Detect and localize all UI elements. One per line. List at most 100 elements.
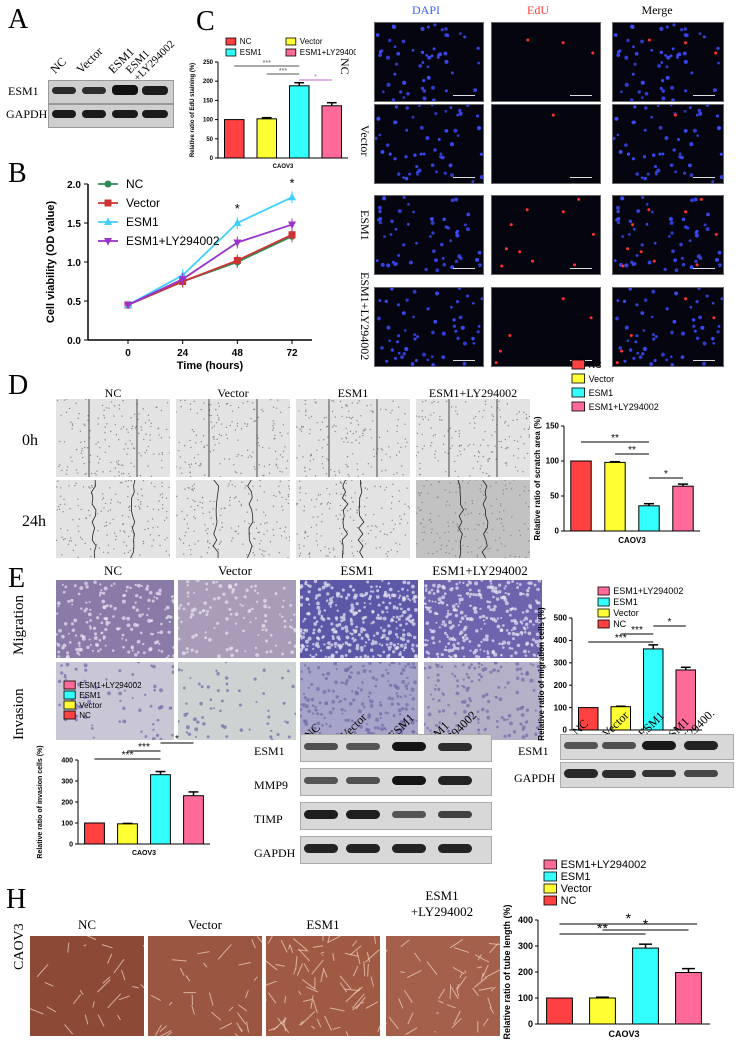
y-tick-label: 200 <box>554 681 568 690</box>
column-label: Vector <box>217 386 249 400</box>
y-tick-label: 200 <box>518 967 533 977</box>
data-point <box>233 239 242 247</box>
texture <box>386 938 500 1035</box>
texture <box>424 580 542 658</box>
blot-band <box>304 743 338 750</box>
blot-band <box>304 844 338 853</box>
bar <box>546 997 573 1025</box>
y-tick-label: 0.0 <box>67 336 81 347</box>
significance-mark: * <box>314 74 317 81</box>
micrograph <box>148 936 262 1036</box>
micrograph <box>178 580 296 658</box>
y-tick-label: 50 <box>206 137 213 143</box>
blot-band <box>602 742 636 749</box>
bar <box>675 669 696 731</box>
blot-band <box>52 87 76 94</box>
blot-band <box>392 811 426 818</box>
texture <box>56 399 170 477</box>
legend-label: ESM1 <box>561 871 591 883</box>
micrograph <box>300 580 418 658</box>
legend-swatch <box>63 710 76 720</box>
column-label-merge: Merge <box>641 3 673 17</box>
micrograph <box>424 580 542 658</box>
significance-mark: * <box>626 910 632 926</box>
y-tick-label: 250 <box>203 60 214 66</box>
data-point <box>124 301 132 310</box>
row-label: ESM1 <box>518 744 549 758</box>
micrograph <box>176 399 290 477</box>
legend-label: ESM1+LY294002 <box>561 859 647 871</box>
y-tick-label: 200 <box>61 799 73 806</box>
fluorescence-image <box>612 104 724 184</box>
micrograph <box>56 399 170 477</box>
series-line <box>127 223 293 306</box>
blot-band <box>304 777 338 784</box>
data-point <box>288 231 296 239</box>
fluorescence-image <box>374 22 484 102</box>
significance-mark: *** <box>631 625 643 636</box>
texture <box>150 936 262 1036</box>
cell-dots <box>526 38 595 55</box>
y-tick-label: 2.0 <box>67 180 81 191</box>
panel-label-d: D <box>8 370 29 401</box>
legend-swatch <box>543 859 558 870</box>
cell-dots <box>494 297 593 365</box>
blot-band <box>564 742 598 749</box>
y-axis-label: Relative ratio of invasion cells (%) <box>37 745 44 858</box>
y-tick-label: 0.5 <box>67 297 81 308</box>
bar <box>589 997 616 1025</box>
texture <box>300 580 418 658</box>
legend-label: Vector <box>613 608 639 618</box>
fluorescence-image <box>491 287 601 367</box>
significance-mark: *** <box>615 633 627 644</box>
legend-swatch <box>225 37 237 46</box>
blot-band <box>346 810 380 819</box>
blot-band <box>142 110 168 118</box>
scale-bar <box>570 177 592 178</box>
y-tick-label: 400 <box>518 915 533 925</box>
series-line <box>127 196 293 306</box>
texture <box>296 399 408 477</box>
legend-label: ESM1 <box>126 215 159 229</box>
legend-label: NC <box>561 895 577 907</box>
significance-mark: * <box>668 617 672 628</box>
row-label: 0h <box>22 432 38 449</box>
bar <box>117 823 138 845</box>
cell-dots <box>613 23 720 101</box>
legend-label: NC <box>613 619 626 629</box>
blot-band <box>142 86 168 95</box>
legend-label: ESM1+LY294002 <box>79 681 142 690</box>
row-label: GAPDH <box>6 107 48 121</box>
x-tick-label: 24 <box>177 348 189 359</box>
blot-band <box>112 110 138 118</box>
micrograph <box>296 399 410 477</box>
fluorescence-image <box>374 195 484 275</box>
micrograph <box>56 580 174 658</box>
legend-swatch <box>63 680 76 690</box>
column-label: Vector <box>218 563 252 578</box>
bar <box>256 118 277 159</box>
chart-e-invasion: 0 100 200 300 400 CAOV3 Relative ratio of inva… <box>37 680 210 859</box>
legend-label: NC <box>589 360 602 370</box>
row-label: TIMP <box>254 812 283 826</box>
texture <box>178 580 296 658</box>
scale-bar <box>693 95 715 96</box>
x-axis-label: CAOV3 <box>273 164 294 170</box>
legend-swatch <box>285 37 297 46</box>
scale-bar <box>453 95 475 96</box>
micrograph <box>416 480 530 558</box>
legend-label: NC <box>126 177 144 191</box>
cell-dots <box>613 105 723 183</box>
legend-swatch <box>225 48 237 57</box>
row-label: ESM1 <box>358 210 372 241</box>
y-tick-label: 1.0 <box>67 258 81 269</box>
y-tick-label: 0 <box>563 726 568 735</box>
blot-band <box>642 741 676 750</box>
significance-mark: * <box>175 734 179 745</box>
y-tick-label: 100 <box>203 118 214 124</box>
blot-band <box>304 810 338 819</box>
texture <box>176 399 290 477</box>
bar <box>604 461 626 532</box>
legend-label: ESM1+LY294002 <box>126 234 220 248</box>
bar <box>672 485 694 532</box>
